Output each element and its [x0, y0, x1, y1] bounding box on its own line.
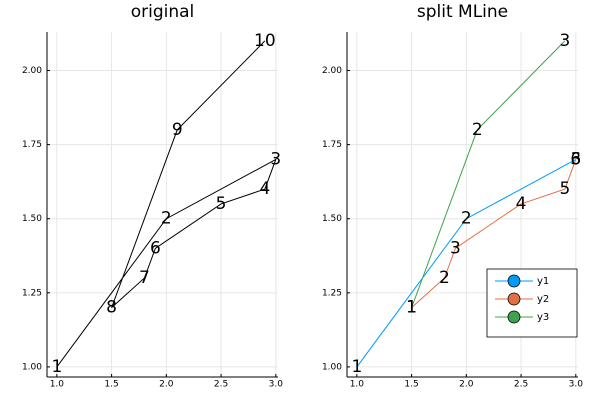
plot: split MLine 1.0 1.5 2.0 2.5 3.0 1.00 1.25 1.50 1.…	[322, 2, 583, 390]
point-label: 4	[259, 179, 270, 199]
y-tick-label: 2.00	[22, 66, 42, 76]
y-tick-label: 1.75	[322, 140, 342, 150]
series-line	[411, 159, 577, 309]
legend-box	[486, 268, 578, 338]
y-tick-label: 1.00	[22, 362, 42, 372]
point-label: 9	[172, 120, 183, 140]
point-label: 1	[51, 357, 62, 377]
legend-label: y2	[537, 294, 549, 305]
y-tick-label: 1.25	[322, 288, 342, 298]
series-line	[356, 159, 577, 368]
point-label: 7	[139, 268, 150, 288]
x-tick-label: 2.5	[514, 380, 528, 390]
point-label: 8	[106, 298, 117, 318]
y-tick-label: 2.00	[322, 66, 342, 76]
x-tick-label: 3.0	[269, 380, 284, 390]
y-tick-label: 1.25	[22, 288, 42, 298]
x-tick-label: 2.0	[459, 380, 474, 390]
point-label: 4	[516, 194, 527, 214]
legend-marker	[507, 310, 521, 324]
x-tick-label: 1.0	[50, 380, 65, 390]
y-tick-label: 1.75	[22, 140, 42, 150]
legend-marker	[507, 274, 521, 288]
point-label: 6	[570, 149, 581, 169]
point-label: 2	[439, 268, 450, 288]
chart-title: split MLine	[417, 2, 508, 22]
point-label: 2	[472, 120, 483, 140]
x-tick-label: 1.5	[404, 380, 418, 390]
y-tick-label: 1.50	[322, 214, 342, 224]
y-tick-label: 1.00	[322, 362, 342, 372]
x-tick-label: 3.0	[569, 380, 584, 390]
point-label: 3	[450, 238, 461, 258]
series-line	[411, 40, 566, 308]
x-tick-label: 2.5	[214, 380, 228, 390]
point-label: 2	[461, 209, 472, 229]
plot: original 1.0 1.5 2.0 2.5 3.0 1.00 1.25 1.50 1.75 2…	[22, 2, 283, 390]
legend-marker	[507, 292, 521, 306]
point-label: 1	[406, 298, 417, 318]
point-label: 5	[216, 194, 227, 214]
x-tick-label: 1.5	[104, 380, 118, 390]
point-label: 3	[559, 31, 570, 51]
point-label: 1	[351, 357, 362, 377]
point-label: 6	[150, 238, 161, 258]
point-label: 3	[270, 149, 281, 169]
y-tick-label: 1.50	[22, 214, 42, 224]
series-line	[56, 40, 277, 368]
legend-label: y3	[537, 312, 549, 323]
point-label: 5	[559, 179, 570, 199]
point-label: 10	[254, 31, 276, 51]
legend-label: y1	[537, 276, 549, 287]
x-tick-label: 2.0	[159, 380, 174, 390]
chart-title: original	[131, 2, 195, 22]
point-label: 2	[161, 209, 172, 229]
x-tick-label: 1.0	[350, 380, 365, 390]
